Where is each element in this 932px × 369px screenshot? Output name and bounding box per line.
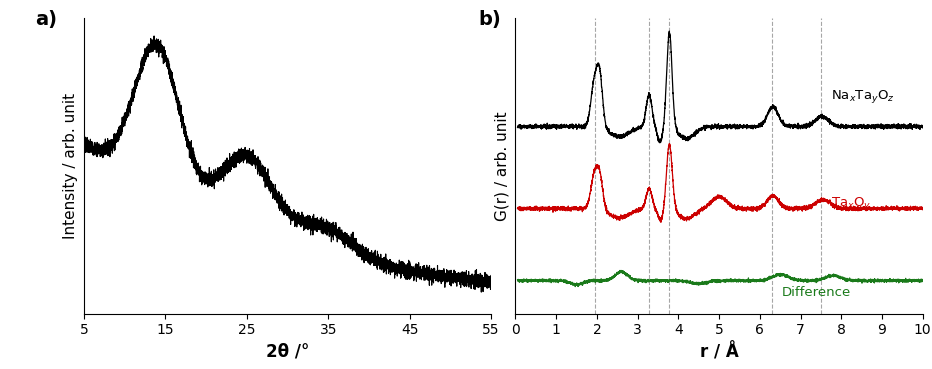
Y-axis label: G(r) / arb. unit: G(r) / arb. unit (495, 111, 510, 221)
Text: Difference: Difference (782, 286, 852, 299)
Text: Ta$_x$O$_y$: Ta$_x$O$_y$ (831, 195, 871, 212)
X-axis label: r / Å: r / Å (700, 343, 738, 361)
X-axis label: 2θ /°: 2θ /° (266, 343, 309, 361)
Text: Na$_x$Ta$_y$O$_z$: Na$_x$Ta$_y$O$_z$ (831, 88, 895, 105)
Y-axis label: Intensity / arb. unit: Intensity / arb. unit (63, 93, 78, 239)
Text: a): a) (35, 10, 57, 28)
Text: b): b) (479, 10, 501, 28)
